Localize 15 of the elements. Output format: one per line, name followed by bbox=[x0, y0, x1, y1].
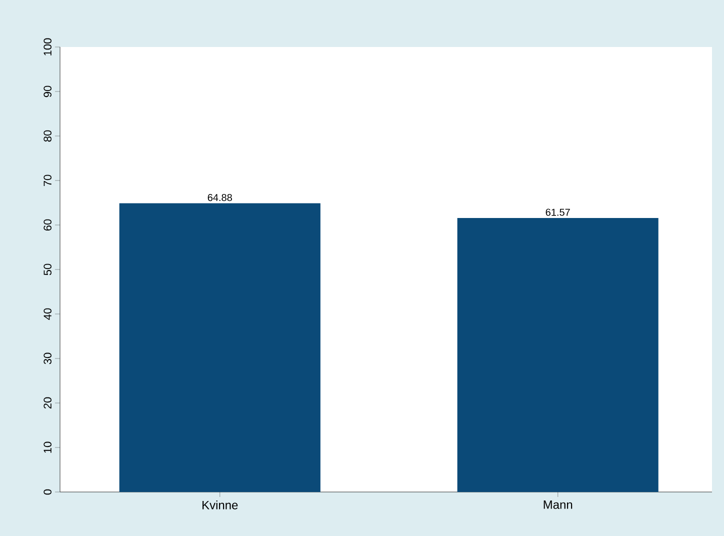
data-label: 61.57 bbox=[546, 208, 570, 216]
y-tick-label: 0 bbox=[44, 489, 52, 495]
y-tick-label: 20 bbox=[44, 397, 52, 409]
y-tick-label: 50 bbox=[44, 264, 52, 276]
y-tick-label: 90 bbox=[44, 86, 52, 98]
y-tick-label: 80 bbox=[44, 130, 52, 142]
x-tick-label: Mann bbox=[544, 500, 572, 509]
x-tick-label: Kvinne bbox=[202, 500, 238, 510]
y-tick-label: 100 bbox=[44, 38, 52, 56]
y-tick-label: 10 bbox=[44, 442, 52, 453]
y-tick-label: 70 bbox=[44, 174, 52, 186]
data-label: 64.88 bbox=[208, 194, 232, 202]
y-tick-label: 40 bbox=[44, 308, 52, 320]
y-tick-label: 30 bbox=[44, 352, 52, 364]
y-tick-label: 60 bbox=[44, 219, 52, 231]
